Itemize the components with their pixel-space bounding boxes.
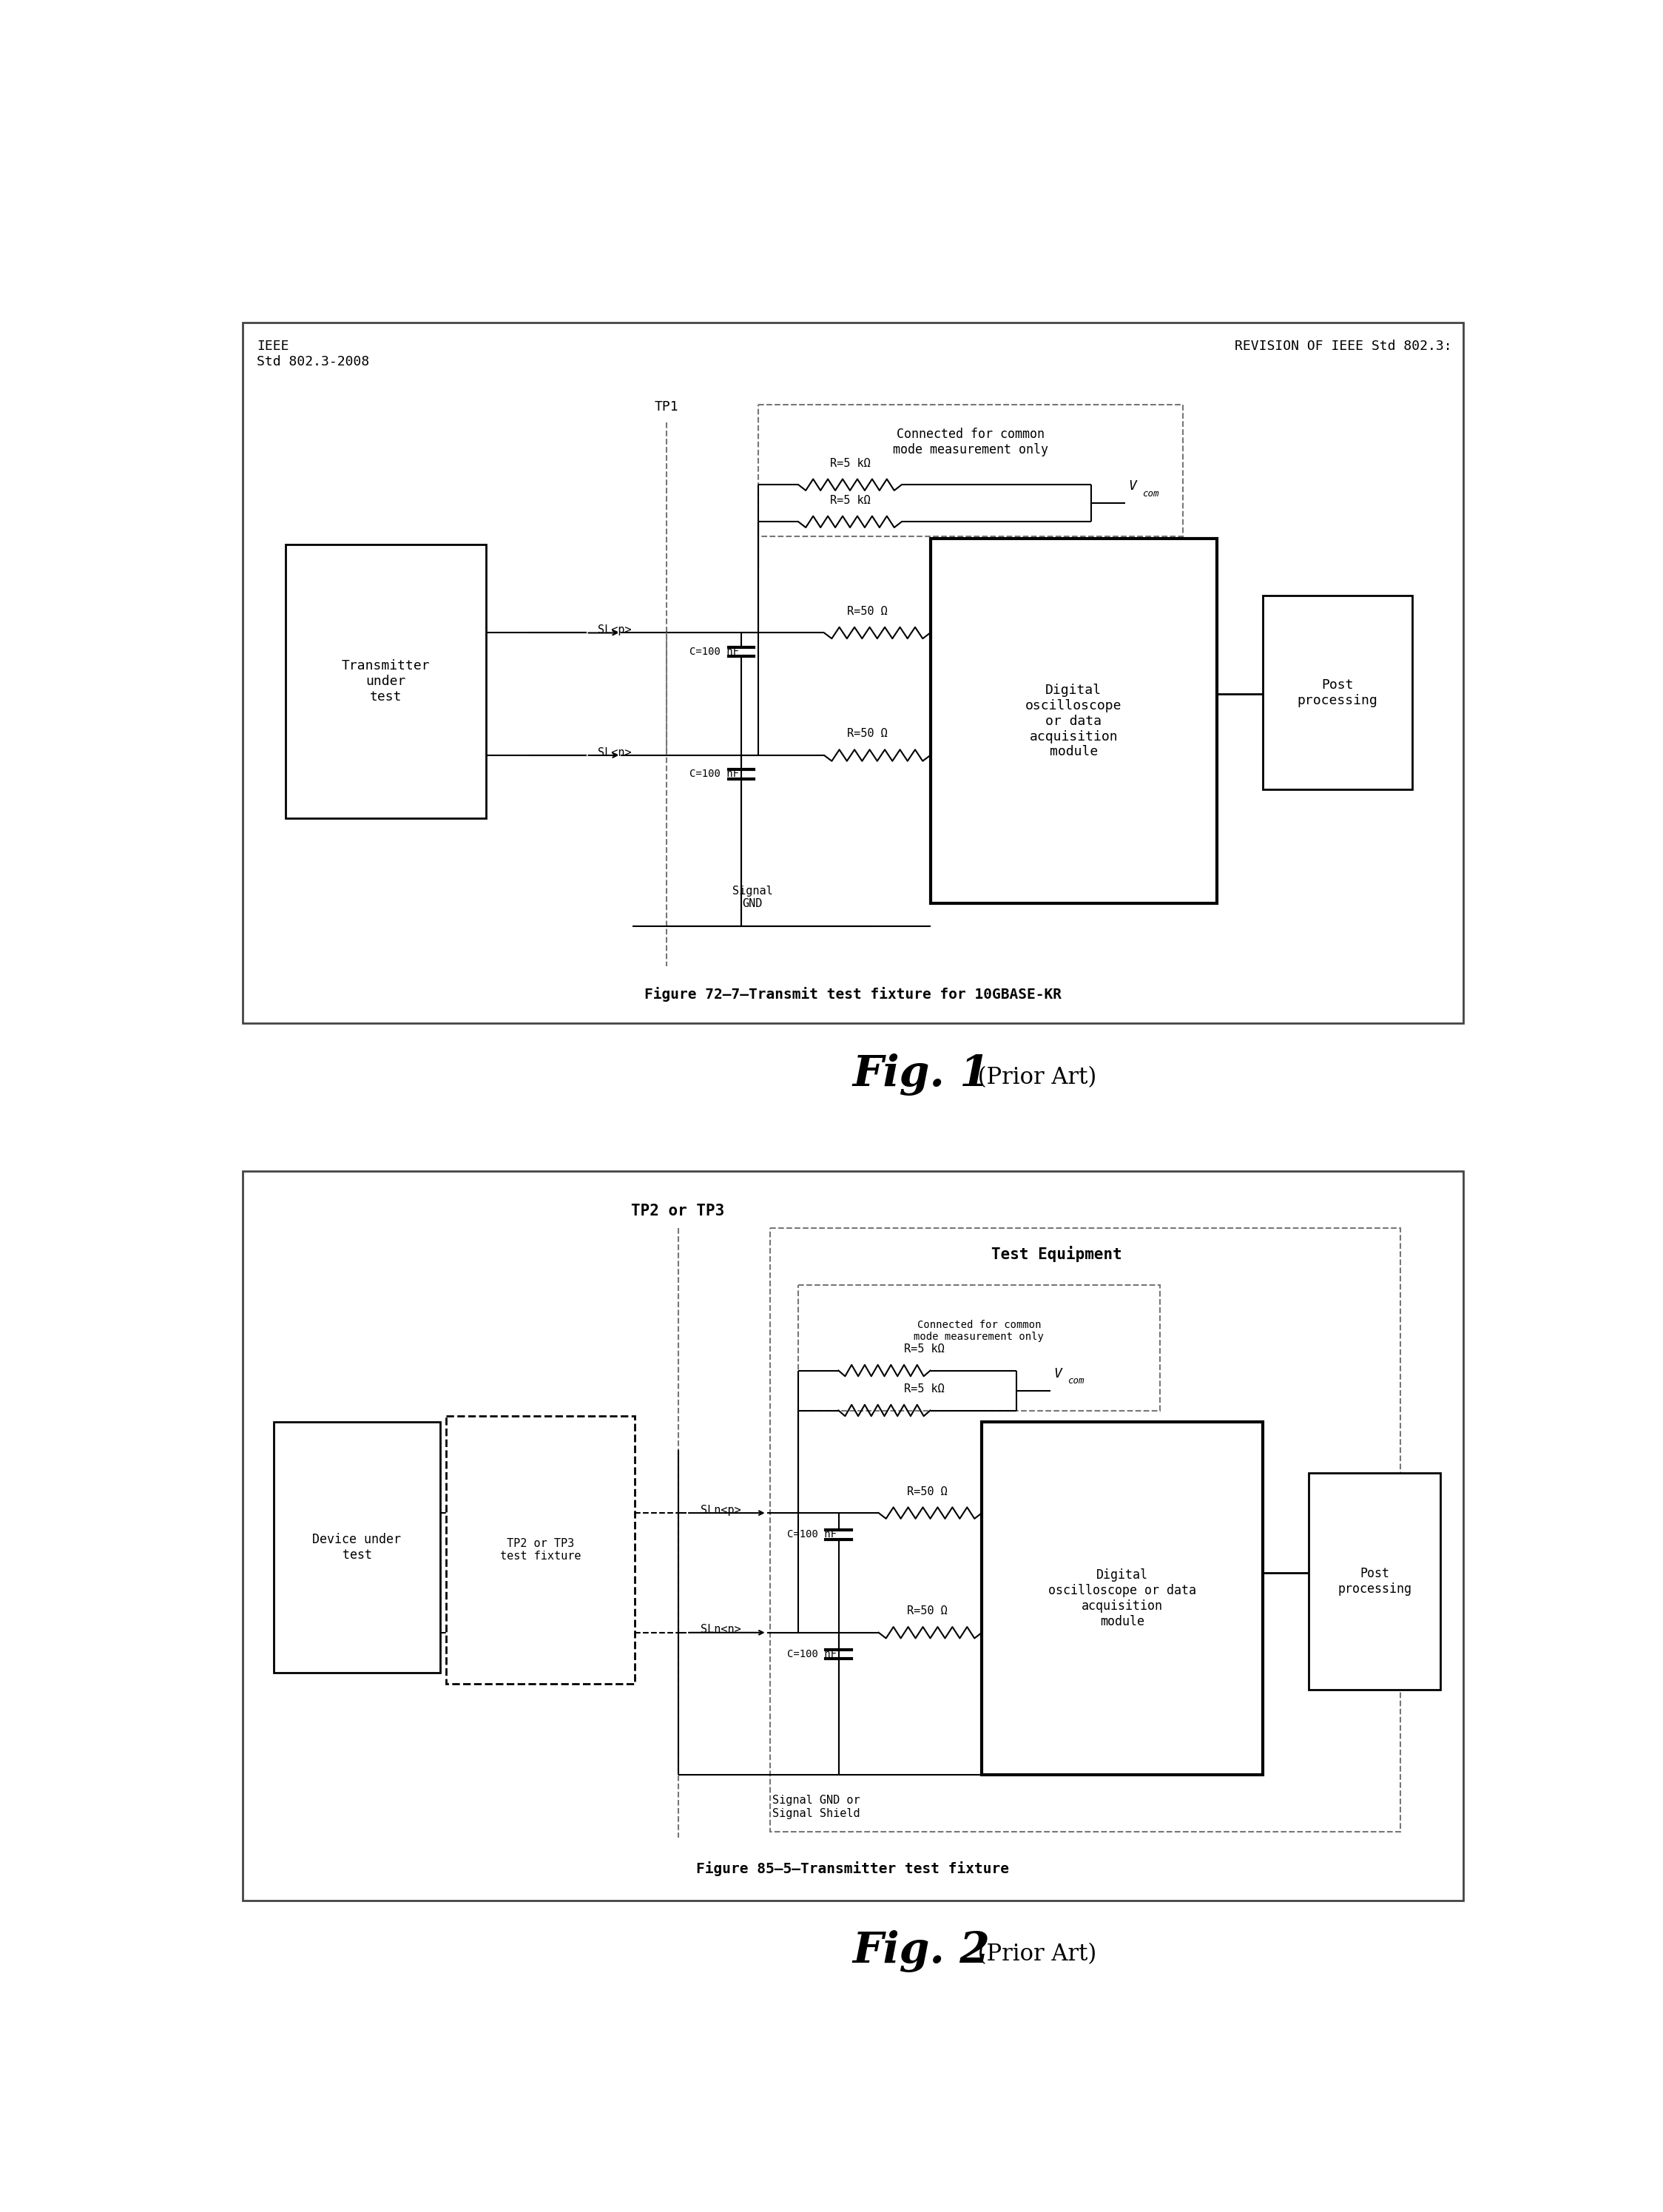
Text: (Prior Art): (Prior Art)	[971, 1066, 1096, 1088]
Bar	[274, 1422, 441, 1672]
Text: Test Equipment: Test Equipment	[991, 1245, 1123, 1261]
Text: Connected for common
mode measurement only: Connected for common mode measurement on…	[915, 1321, 1044, 1343]
Text: C=100 nF: C=100 nF	[690, 646, 738, 657]
Bar	[446, 1416, 635, 1683]
Text: Digital
oscilloscope or data
acquisition
module: Digital oscilloscope or data acquisition…	[1048, 1568, 1196, 1628]
Text: (Prior Art): (Prior Art)	[971, 1942, 1096, 1966]
Text: SL<p>: SL<p>	[597, 624, 632, 635]
Bar	[1309, 1473, 1440, 1690]
Text: Signal
GND: Signal GND	[732, 885, 773, 909]
Text: Post
processing: Post processing	[1297, 679, 1377, 708]
Bar	[981, 1422, 1262, 1774]
Text: C=100 nF: C=100 nF	[787, 1528, 836, 1540]
Text: REVISION OF IEEE Std 802.3:: REVISION OF IEEE Std 802.3:	[1234, 338, 1452, 352]
Text: Post
processing: Post processing	[1337, 1566, 1412, 1595]
Text: R=5 kΩ: R=5 kΩ	[830, 458, 870, 469]
Text: R=50 Ω: R=50 Ω	[846, 606, 888, 617]
Text: R=5 kΩ: R=5 kΩ	[830, 495, 870, 507]
Text: Signal GND or
Signal Shield: Signal GND or Signal Shield	[773, 1794, 860, 1818]
Bar	[286, 544, 486, 818]
Text: V: V	[1054, 1367, 1061, 1380]
Text: com: com	[1068, 1376, 1084, 1387]
Text: SLn<n>: SLn<n>	[700, 1624, 742, 1635]
Bar	[930, 540, 1217, 902]
Text: Figure 72–7—Transmit test fixture for 10GBASE-KR: Figure 72–7—Transmit test fixture for 10…	[644, 987, 1061, 1002]
Text: Fig. 1: Fig. 1	[851, 1053, 989, 1095]
Text: Digital
oscilloscope
or data
acquisition
module: Digital oscilloscope or data acquisition…	[1026, 684, 1123, 759]
Text: R=5 kΩ: R=5 kΩ	[905, 1382, 945, 1394]
Text: Connected for common
mode measurement only: Connected for common mode measurement on…	[893, 427, 1048, 456]
Text: C=100 nF: C=100 nF	[787, 1650, 836, 1659]
Bar	[1262, 595, 1412, 790]
Text: R=50 Ω: R=50 Ω	[906, 1486, 948, 1498]
Text: Transmitter
under
test: Transmitter under test	[341, 659, 429, 703]
Text: com: com	[1142, 489, 1159, 498]
Text: Device under
test: Device under test	[313, 1533, 401, 1562]
Text: IEEE
Std 802.3-2008: IEEE Std 802.3-2008	[256, 338, 369, 367]
Bar	[770, 1228, 1400, 1832]
Text: SLn<p>: SLn<p>	[700, 1504, 742, 1515]
Bar	[243, 1170, 1463, 1900]
Bar	[758, 405, 1182, 535]
Text: Figure 85–5—Transmitter test fixture: Figure 85–5—Transmitter test fixture	[697, 1863, 1009, 1876]
Text: Fig. 2: Fig. 2	[851, 1931, 989, 1973]
Text: V: V	[1128, 480, 1136, 493]
Text: SL<n>: SL<n>	[597, 748, 632, 759]
Text: TP2 or TP3
test fixture: TP2 or TP3 test fixture	[501, 1537, 580, 1562]
Text: C=100 nF: C=100 nF	[690, 770, 738, 779]
Text: R=50 Ω: R=50 Ω	[906, 1606, 948, 1617]
Bar	[243, 323, 1463, 1024]
Bar	[798, 1285, 1159, 1411]
Text: TP1: TP1	[655, 400, 679, 414]
Text: R=5 kΩ: R=5 kΩ	[905, 1343, 945, 1354]
Text: TP2 or TP3: TP2 or TP3	[632, 1203, 725, 1219]
Text: R=50 Ω: R=50 Ω	[846, 728, 888, 739]
